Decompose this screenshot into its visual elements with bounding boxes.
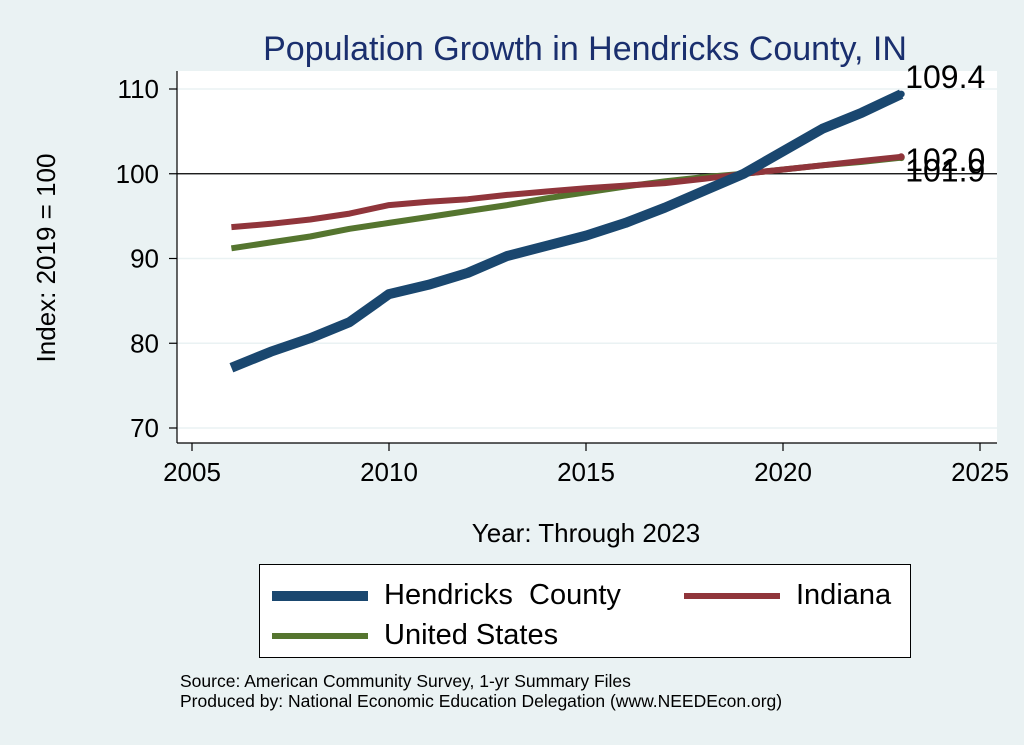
chart-title: Population Growth in Hendricks County, I… — [263, 30, 907, 68]
legend-item-united-states: United States — [272, 619, 558, 652]
legend-swatch-united-states — [272, 632, 368, 639]
legend-label-hendricks: Hendricks County — [384, 579, 621, 611]
legend-label-indiana: Indiana — [796, 579, 892, 611]
legend-swatch-hendricks — [272, 590, 368, 601]
series-end-marker-0 — [897, 90, 905, 98]
x-tick-label-2015: 2015 — [557, 457, 615, 487]
end-label-2: 101.9 — [905, 153, 985, 189]
y-axis-label: Index: 2019 = 100 — [31, 154, 61, 363]
series-line-0 — [229, 89, 904, 373]
y-tick-label-80: 80 — [130, 328, 159, 358]
y-tick-label-90: 90 — [130, 244, 159, 274]
series-end-marker-1 — [897, 153, 905, 161]
series-line-1 — [231, 153, 902, 231]
plot-area — [177, 71, 997, 443]
x-axis-label: Year: Through 2023 — [472, 518, 700, 548]
y-tick-label-110: 110 — [118, 74, 159, 104]
x-tick-label-2005: 2005 — [163, 457, 221, 487]
legend-item-indiana: Indiana — [684, 579, 891, 612]
source-note: Source: American Community Survey, 1-yr … — [180, 671, 631, 691]
y-tick-label-70: 70 — [130, 413, 159, 443]
legend-item-hendricks: Hendricks County — [272, 579, 621, 612]
end-label-0: 109.4 — [905, 59, 985, 95]
chart-legend: Hendricks County Indiana United States — [259, 564, 911, 658]
x-tick-label-2020: 2020 — [754, 457, 812, 487]
legend-label-united-states: United States — [384, 619, 559, 651]
producer-note: Produced by: National Economic Education… — [180, 691, 783, 711]
source-notes: Source: American Community Survey, 1-yr … — [180, 671, 782, 711]
end-label-1: 102.0 — [905, 142, 985, 178]
y-tick-label-100: 100 — [116, 159, 159, 189]
x-tick-label-2010: 2010 — [360, 457, 418, 487]
legend-swatch-indiana — [684, 592, 780, 599]
x-tick-label-2025: 2025 — [951, 457, 1009, 487]
